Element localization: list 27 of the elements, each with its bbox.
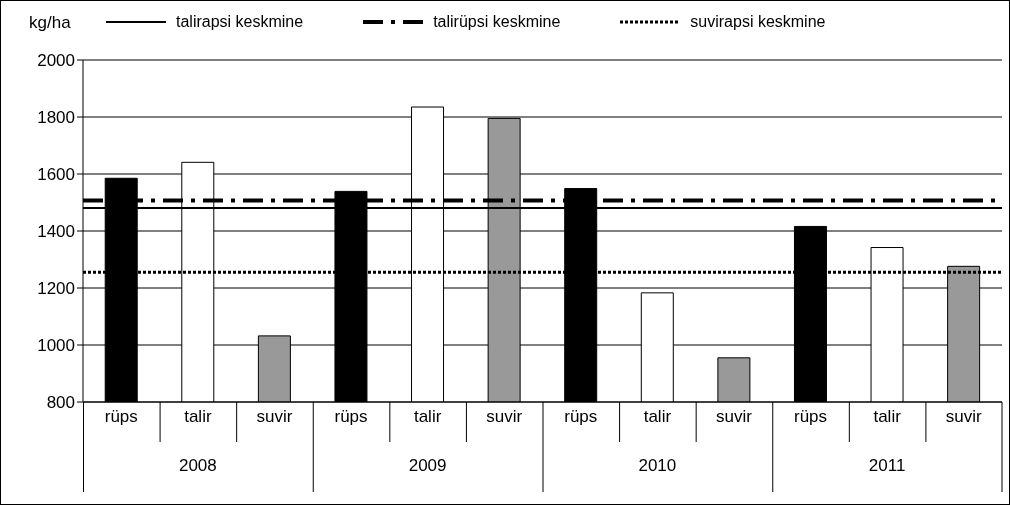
y-tick-label: 2000: [37, 51, 75, 71]
x-tick-label: talir: [413, 407, 442, 427]
y-tick-label: 1600: [37, 165, 75, 185]
text: 2008: [177, 456, 218, 476]
x-tick-label: talir: [643, 407, 672, 427]
x-tick-label: suvir: [256, 407, 293, 427]
legend-label: talirapsi keskmine: [176, 13, 304, 31]
text: 2009: [407, 456, 448, 476]
x-tick-label: talir: [873, 407, 902, 427]
x-tick-label: rüps: [104, 407, 138, 427]
y-tick-label: 1200: [37, 279, 75, 299]
text: 2010: [637, 456, 678, 476]
x-tick-label: talir: [184, 407, 212, 427]
x-tick-label: rüps: [334, 407, 368, 427]
y-tick-label: 1800: [37, 108, 75, 128]
y-tick-label: 1400: [37, 222, 75, 242]
legend-label: talirüpsi keskmine: [433, 13, 561, 31]
x-tick-label: suvir: [486, 407, 523, 427]
x-tick-label: rüps: [794, 407, 828, 427]
y-axis-title: kg/ha: [29, 13, 71, 33]
text: 2011: [867, 456, 907, 476]
y-tick-label: 800: [46, 393, 75, 413]
x-tick-label: suvir: [945, 407, 982, 427]
y-tick-label: 1000: [37, 336, 75, 356]
x-tick-label: rüps: [564, 407, 598, 427]
legend-label: suvirapsi keskmine: [690, 13, 826, 31]
x-tick-label: suvir: [716, 407, 753, 427]
